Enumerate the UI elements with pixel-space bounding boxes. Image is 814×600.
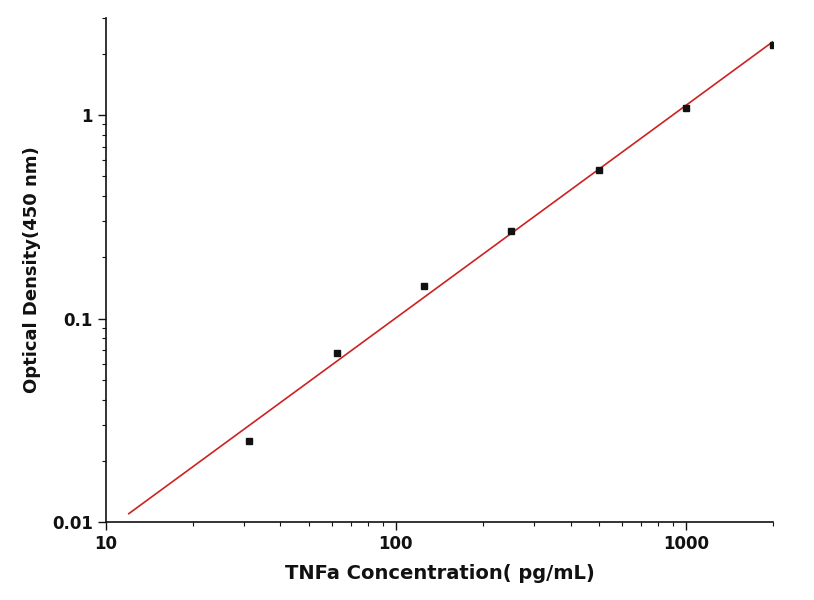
X-axis label: TNFa Concentration( pg/mL): TNFa Concentration( pg/mL) (285, 565, 594, 583)
Y-axis label: Optical Density(450 nm): Optical Density(450 nm) (23, 146, 41, 394)
